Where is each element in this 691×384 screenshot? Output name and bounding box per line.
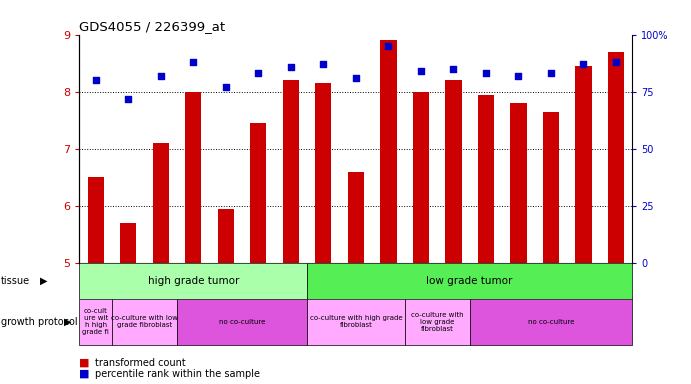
Bar <box>177 299 307 344</box>
Bar <box>477 94 494 263</box>
Text: co-culture with low
grade fibroblast: co-culture with low grade fibroblast <box>111 315 178 328</box>
Point <box>155 73 167 79</box>
Bar <box>250 123 267 263</box>
Point <box>123 96 134 102</box>
Text: growth protocol: growth protocol <box>1 317 77 327</box>
Bar <box>283 80 299 263</box>
Text: GDS4055 / 226399_at: GDS4055 / 226399_at <box>79 20 225 33</box>
Point <box>318 61 329 67</box>
Bar <box>307 263 632 299</box>
Point <box>545 70 556 76</box>
Point <box>578 61 589 67</box>
Text: co-culture with
low grade
fibroblast: co-culture with low grade fibroblast <box>411 312 464 332</box>
Bar <box>315 83 332 263</box>
Bar <box>88 177 104 263</box>
Point <box>91 77 102 83</box>
Bar <box>380 40 397 263</box>
Text: percentile rank within the sample: percentile rank within the sample <box>95 369 260 379</box>
Text: high grade tumor: high grade tumor <box>148 276 239 286</box>
Bar <box>608 52 624 263</box>
Text: transformed count: transformed count <box>95 358 185 368</box>
Text: co-culture with high grade
fibroblast: co-culture with high grade fibroblast <box>310 315 402 328</box>
Point <box>480 70 491 76</box>
Bar <box>307 299 405 344</box>
Bar <box>79 299 112 344</box>
Point <box>448 66 459 72</box>
Point <box>285 63 296 70</box>
Bar <box>470 299 632 344</box>
Text: tissue: tissue <box>1 276 30 286</box>
Bar <box>511 103 527 263</box>
Point <box>253 70 264 76</box>
Bar <box>120 223 136 263</box>
Bar <box>348 172 364 263</box>
Point <box>350 75 361 81</box>
Bar <box>79 263 307 299</box>
Point <box>513 73 524 79</box>
Point <box>415 68 426 74</box>
Bar <box>576 66 591 263</box>
Text: low grade tumor: low grade tumor <box>426 276 513 286</box>
Bar <box>185 92 201 263</box>
Text: no co-culture: no co-culture <box>528 319 574 324</box>
Bar <box>153 143 169 263</box>
Point <box>610 59 621 65</box>
Text: no co-culture: no co-culture <box>219 319 265 324</box>
Point <box>220 84 231 90</box>
Bar <box>445 80 462 263</box>
Point <box>383 43 394 49</box>
Bar <box>218 209 234 263</box>
Bar <box>413 92 429 263</box>
Bar <box>112 299 177 344</box>
Bar <box>543 112 559 263</box>
Text: ■: ■ <box>79 358 90 368</box>
Point <box>188 59 199 65</box>
Text: ▶: ▶ <box>64 317 71 327</box>
Text: ■: ■ <box>79 369 90 379</box>
Bar <box>405 299 470 344</box>
Text: ▶: ▶ <box>40 276 48 286</box>
Text: co-cult
ure wit
h high
grade fi: co-cult ure wit h high grade fi <box>82 308 109 335</box>
